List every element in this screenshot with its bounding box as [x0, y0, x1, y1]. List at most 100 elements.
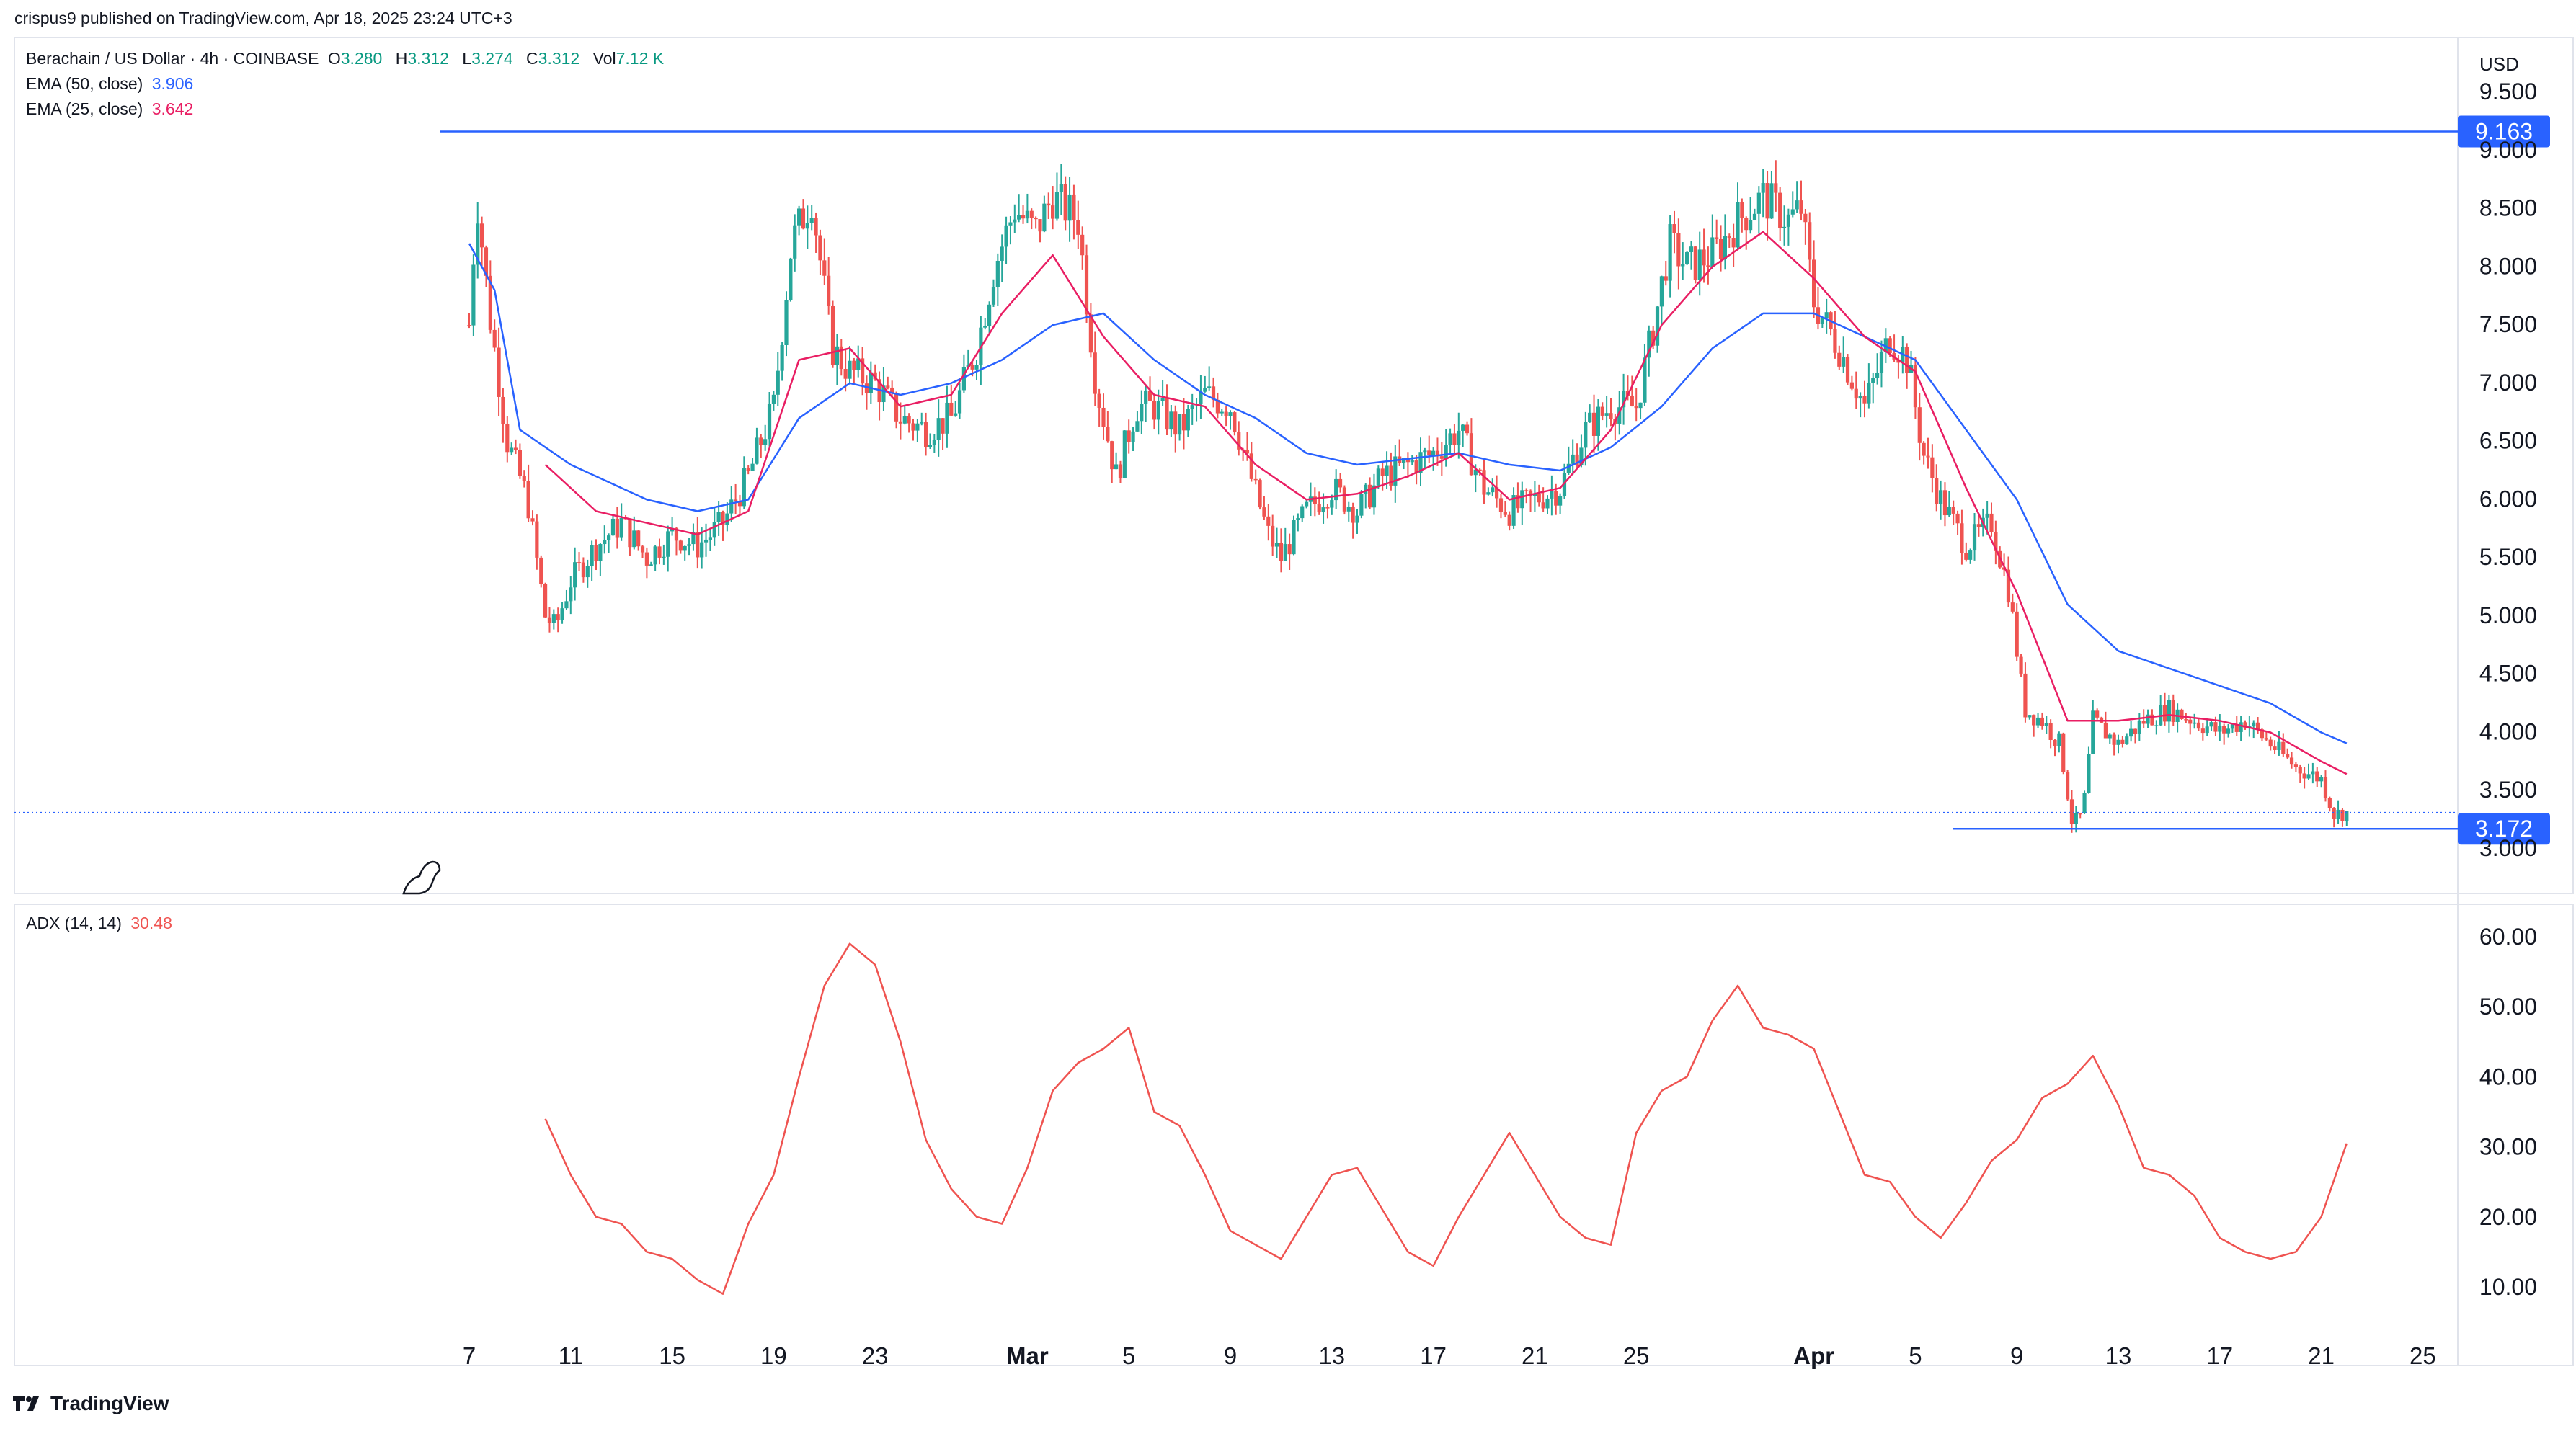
candle-body	[1668, 224, 1672, 281]
candle-body	[1685, 251, 1689, 264]
candle	[678, 539, 683, 554]
candle-body	[809, 218, 814, 223]
adx-axis[interactable]: 10.00 20.00 30.00 40.00 50.00 60.00	[2479, 924, 2537, 1300]
candle-body	[2327, 798, 2332, 808]
candle-body	[2095, 710, 2100, 718]
candle	[852, 357, 856, 385]
candle	[755, 427, 759, 465]
candle	[1786, 208, 1790, 246]
candle-body	[1203, 388, 1207, 392]
candle-body	[1110, 441, 1114, 470]
currency-label: USD	[2479, 53, 2519, 75]
candle	[2281, 733, 2286, 757]
candle-body	[1457, 430, 1461, 445]
tradingview-brand[interactable]: TradingView	[13, 1392, 169, 1415]
candle	[1718, 225, 1723, 272]
candle-body	[1575, 454, 1579, 465]
candle-body	[1849, 382, 1854, 389]
time-axis[interactable]: 7 11 15 19 23 Mar 5 9 13 17 21 25 Apr 5 9 13 17 21 25	[463, 1342, 2436, 1369]
candle	[1630, 375, 1634, 407]
candle	[2095, 708, 2100, 720]
candle	[1169, 404, 1173, 437]
candle	[670, 517, 675, 536]
candle-body	[1160, 398, 1165, 401]
candle-body	[1879, 352, 1884, 373]
candle	[1849, 375, 1854, 391]
candle-body	[573, 562, 577, 588]
candle-body	[1634, 406, 1638, 409]
candle-body	[1067, 194, 1072, 221]
candle	[1266, 504, 1271, 541]
candle	[1101, 393, 1106, 440]
candle-body	[2116, 739, 2120, 745]
candle-body	[2218, 726, 2222, 732]
candle	[1140, 390, 1144, 434]
candle	[640, 545, 645, 558]
ema25-legend[interactable]: EMA (25, close) 3.642	[26, 99, 197, 119]
candle-body	[1584, 422, 1588, 448]
candle-body	[2087, 754, 2091, 793]
candle	[2129, 720, 2133, 742]
candle-body	[2311, 771, 2315, 775]
candle	[1274, 527, 1279, 558]
candle	[1059, 164, 1063, 215]
candle	[569, 576, 573, 615]
candle	[1287, 533, 1292, 570]
candle-body	[1008, 222, 1013, 226]
candle-body	[1439, 456, 1444, 459]
candle-body	[678, 540, 683, 551]
candle-body	[2196, 722, 2201, 729]
candle	[1659, 275, 1664, 326]
candle-body	[1313, 496, 1317, 505]
candle-body	[1029, 210, 1034, 218]
candle-body	[814, 218, 818, 236]
adx-legend[interactable]: ADX (14, 14) 30.48	[26, 914, 177, 933]
candle-body	[2023, 673, 2028, 718]
candle-body	[2032, 715, 2036, 726]
candle	[1004, 216, 1008, 264]
candle-body	[1622, 391, 1626, 408]
candle	[1389, 452, 1393, 491]
candle	[1194, 398, 1199, 422]
candle-body	[585, 566, 590, 578]
candle-body	[2137, 721, 2141, 734]
candle	[1790, 191, 1795, 218]
price-axis[interactable]: 3.000 3.500 4.000 4.500 5.000 5.500 6.000 6.500…	[2479, 53, 2537, 861]
candle-body	[881, 385, 886, 403]
candle	[2293, 762, 2298, 772]
candle	[2171, 694, 2175, 726]
candle-body	[856, 358, 861, 370]
candle	[1186, 404, 1190, 437]
candle-body	[2336, 809, 2340, 819]
candle	[2015, 603, 2019, 661]
candle	[1355, 509, 1359, 534]
candle-body	[1465, 424, 1470, 434]
candle	[1088, 303, 1093, 358]
ema-lines	[468, 231, 2348, 775]
price-levels[interactable]: 9.163 3.172	[14, 115, 2550, 845]
candle-body	[1867, 383, 1871, 404]
time-tick-label: 19	[760, 1342, 787, 1369]
candle-body	[1926, 455, 1930, 458]
candle-body	[1799, 200, 1803, 214]
candle-body	[1837, 352, 1842, 367]
candle	[2048, 719, 2053, 749]
symbol-legend[interactable]: Berachain / US Dollar · 4h · COINBASE O3…	[26, 49, 672, 68]
candle	[924, 412, 928, 456]
candle-body	[1410, 460, 1414, 463]
candle	[1808, 212, 1812, 272]
candle	[1156, 389, 1160, 435]
candle-body	[1088, 314, 1093, 353]
time-tick-label: Mar	[1006, 1342, 1049, 1369]
candle-body	[581, 562, 585, 578]
price-level-label: 3.172	[2475, 816, 2533, 842]
symbol-name[interactable]: Berachain / US Dollar · 4h · COINBASE	[26, 49, 319, 68]
candle	[2078, 813, 2082, 819]
candle-body	[1017, 215, 1021, 220]
candle-body	[2078, 813, 2082, 815]
candle	[2133, 728, 2138, 744]
candle	[2116, 734, 2120, 754]
candle-body	[569, 587, 573, 602]
ema50-legend[interactable]: EMA (50, close) 3.906	[26, 74, 197, 94]
